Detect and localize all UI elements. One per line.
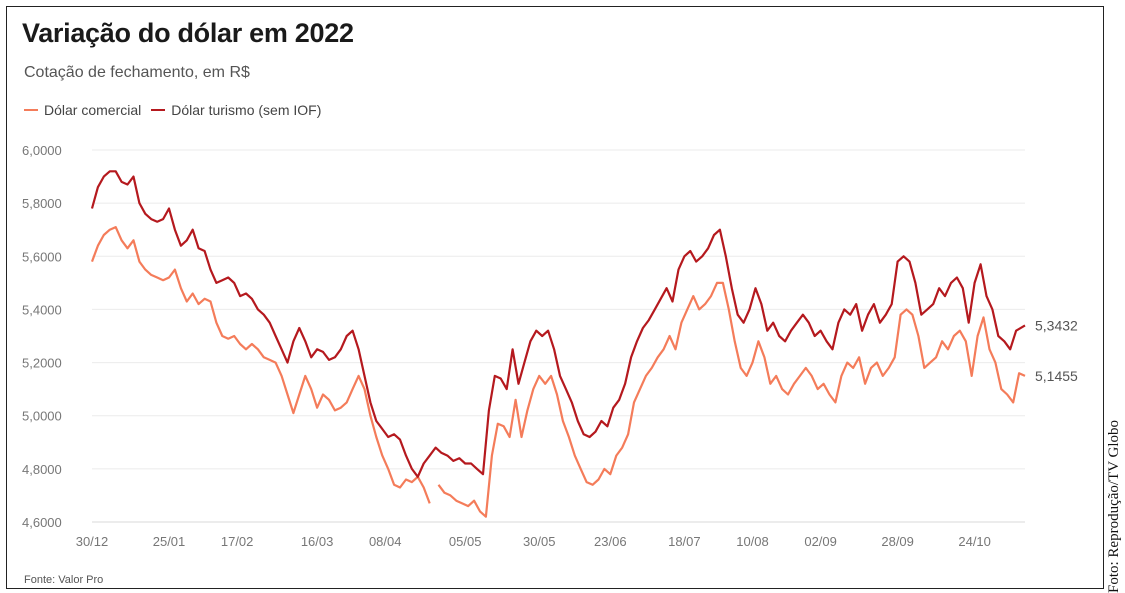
y-tick-label: 5,2000 xyxy=(22,356,62,371)
x-tick-label: 02/09 xyxy=(804,534,837,549)
x-tick-label: 18/07 xyxy=(668,534,701,549)
y-tick-label: 5,6000 xyxy=(22,249,62,264)
x-tick-label: 08/04 xyxy=(369,534,402,549)
x-tick-label: 23/06 xyxy=(594,534,627,549)
x-tick-label: 25/01 xyxy=(153,534,186,549)
legend-swatch-turismo xyxy=(151,109,166,111)
x-tick-label: 24/10 xyxy=(958,534,991,549)
chart-subtitle: Cotação de fechamento, em R$ xyxy=(24,64,250,81)
x-tick-label: 30/05 xyxy=(523,534,556,549)
chart-legend: Dólar comercial Dólar turismo (sem IOF) xyxy=(24,102,321,118)
legend-item-comercial: Dólar comercial xyxy=(24,102,141,118)
end-label-comercial: 5,1455 xyxy=(1035,368,1078,384)
legend-label-comercial: Dólar comercial xyxy=(44,102,142,118)
y-tick-label: 5,0000 xyxy=(22,409,62,424)
x-tick-label: 16/03 xyxy=(301,534,334,549)
x-tick-label: 28/09 xyxy=(881,534,914,549)
chart-title: Variação do dólar em 2022 xyxy=(22,18,354,48)
end-label-turismo: 5,3432 xyxy=(1035,317,1078,333)
y-tick-label: 4,6000 xyxy=(22,515,62,530)
legend-swatch-comercial xyxy=(24,109,38,111)
chart-source: Fonte: Valor Pro xyxy=(24,574,104,586)
series-line-comercial xyxy=(90,226,431,504)
y-tick-label: 6,0000 xyxy=(22,143,62,158)
y-tick-label: 5,4000 xyxy=(22,302,62,317)
series-line-comercial xyxy=(437,281,1026,518)
x-tick-label: 30/12 xyxy=(76,534,109,549)
photo-credit: Foto: Reprodução/TV Globo xyxy=(1106,419,1122,593)
y-tick-label: 5,8000 xyxy=(22,196,62,211)
x-tick-label: 10/08 xyxy=(736,534,769,549)
legend-item-turismo: Dólar turismo (sem IOF) xyxy=(151,102,321,118)
x-tick-label: 17/02 xyxy=(221,534,254,549)
y-tick-label: 4,8000 xyxy=(22,462,62,477)
legend-label-turismo: Dólar turismo (sem IOF) xyxy=(171,102,322,118)
series-line-turismo xyxy=(90,170,1026,478)
x-tick-label: 05/05 xyxy=(449,534,482,549)
